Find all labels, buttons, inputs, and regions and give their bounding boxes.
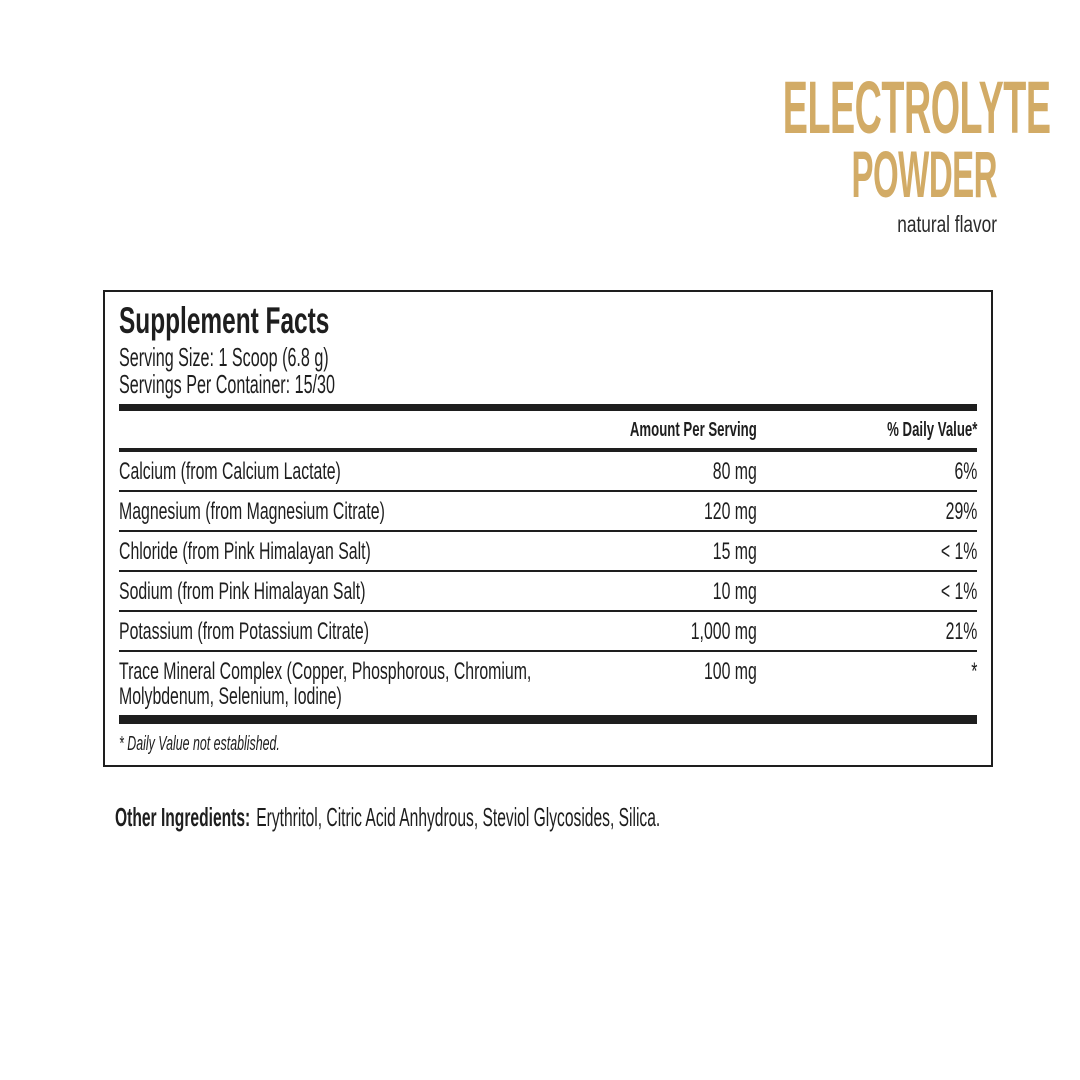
table-row: Calcium (from Calcium Lactate) 80 mg 6% [119,452,977,492]
product-title-line1: ELECTROLYTE [782,66,1051,149]
panel-inner: Supplement Facts Serving Size: 1 Scoop (… [105,302,991,765]
table-row: Trace Mineral Complex (Copper, Phosphoro… [119,652,977,717]
panel-title: Supplement Facts [119,300,330,341]
col-header-amount: Amount Per Serving [630,419,757,441]
nutrient-name: Potassium (from Potassium Citrate) [119,618,369,645]
nutrient-amount: 80 mg [712,458,757,485]
table-row: Potassium (from Potassium Citrate) 1,000… [119,612,977,652]
nutrient-dv: 6% [954,458,977,485]
nutrient-amount: 10 mg [712,578,757,605]
col-header-daily-value: % Daily Value* [886,419,977,441]
nutrient-name: Magnesium (from Magnesium Citrate) [119,498,385,525]
table-row: Sodium (from Pink Himalayan Salt) 10 mg … [119,572,977,612]
nutrient-amount: 15 mg [712,538,757,565]
servings-per-container: Servings Per Container: 15/30 [119,369,335,399]
divider-thick-top [119,404,977,411]
nutrient-name: Chloride (from Pink Himalayan Salt) [119,538,371,565]
divider-thick-bottom [119,717,977,724]
serving-size: Serving Size: 1 Scoop (6.8 g) [119,342,329,372]
nutrient-name: Trace Mineral Complex (Copper, Phosphoro… [119,658,532,710]
other-ingredients-text: Erythritol, Citric Acid Anhydrous, Stevi… [256,802,661,832]
nutrient-amount: 120 mg [704,498,757,525]
nutrient-name: Calcium (from Calcium Lactate) [119,458,341,485]
nutrient-dv: * [970,658,977,685]
flavor-subtitle: natural flavor [897,211,997,237]
daily-value-footnote: * Daily Value not established. [119,733,280,755]
table-row: Chloride (from Pink Himalayan Salt) 15 m… [119,532,977,572]
other-ingredients-line: Other Ingredients: Erythritol, Citric Aci… [115,803,660,831]
supplement-facts-panel: Supplement Facts Serving Size: 1 Scoop (… [103,290,993,767]
nutrient-dv: 21% [945,618,977,645]
table-header-row: Amount Per Serving % Daily Value* [119,411,977,452]
nutrient-amount: 100 mg [704,658,757,685]
other-ingredients-label: Other Ingredients: [115,802,251,832]
nutrient-dv: 29% [945,498,977,525]
nutrient-dv: < 1% [940,538,977,565]
brand-block: ELECTROLYTE POWDER natural flavor [577,66,1051,237]
product-title-line2: POWDER [851,137,998,211]
nutrient-dv: < 1% [940,578,977,605]
nutrient-amount: 1,000 mg [690,618,757,645]
nutrient-name: Sodium (from Pink Himalayan Salt) [119,578,366,605]
table-row: Magnesium (from Magnesium Citrate) 120 m… [119,492,977,532]
